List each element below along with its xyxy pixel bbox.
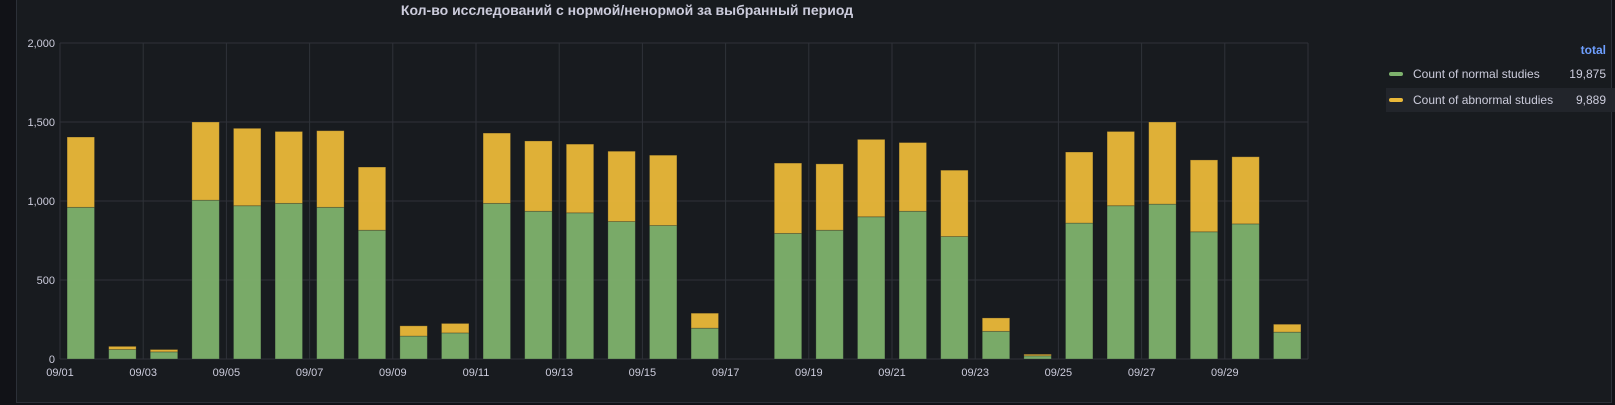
x-tick-label: 09/21 <box>878 367 906 379</box>
bar-normal-09-16[interactable] <box>690 327 719 360</box>
bar-abnormal-09-12[interactable] <box>524 140 553 212</box>
legend-label-normal: Count of normal studies <box>1413 67 1540 81</box>
x-tick-label: 09/05 <box>213 367 241 379</box>
legend-item-normal[interactable]: Count of normal studies 19,875 <box>1386 62 1615 86</box>
legend-total-normal: 19,875 <box>1569 67 1606 81</box>
bar-abnormal-09-11[interactable] <box>482 132 511 204</box>
bar-abnormal-09-22[interactable] <box>940 169 969 237</box>
x-tick-label: 09/27 <box>1128 367 1156 379</box>
x-tick-label: 09/09 <box>379 367 407 379</box>
bar-normal-09-06[interactable] <box>274 202 303 360</box>
y-tick-label: 1,000 <box>27 196 55 208</box>
bar-abnormal-09-28[interactable] <box>1189 159 1219 233</box>
bar-normal-09-05[interactable] <box>233 205 262 360</box>
bar-normal-09-30[interactable] <box>1273 331 1302 360</box>
bar-normal-09-25[interactable] <box>1065 222 1094 360</box>
stacked-bar-chart: 0 500 1,000 1,500 2,000 09/01 09/03 09/05 09/07… <box>27 38 1309 379</box>
legend-item-abnormal[interactable]: Count of abnormal studies 9,889 <box>1386 88 1615 112</box>
x-tick-label: 09/13 <box>545 367 573 379</box>
x-tick-label: 09/29 <box>1211 367 1239 379</box>
bar-normal-09-03[interactable] <box>149 351 179 360</box>
legend-swatch-normal <box>1389 72 1403 76</box>
bar-normal-09-18[interactable] <box>773 232 803 360</box>
bar-normal-09-20[interactable] <box>857 216 886 360</box>
bar-normal-09-10[interactable] <box>441 332 470 360</box>
x-tick-label: 09/25 <box>1045 367 1073 379</box>
bar-normal-09-27[interactable] <box>1148 203 1177 360</box>
legend-swatch-abnormal <box>1389 98 1403 102</box>
x-tick-label: 09/19 <box>795 367 823 379</box>
y-tick-label: 1,500 <box>27 117 55 129</box>
y-tick-label: 500 <box>37 275 55 287</box>
bar-normal-09-01[interactable] <box>66 206 95 360</box>
legend: total Count of normal studies 19,875 Cou… <box>1386 40 1615 112</box>
bar-abnormal-09-08[interactable] <box>357 166 387 231</box>
y-tick-label: 0 <box>49 354 55 366</box>
bar-abnormal-09-10[interactable] <box>441 323 470 334</box>
bar-normal-09-15[interactable] <box>649 225 678 360</box>
y-tick-label: 2,000 <box>27 38 55 50</box>
bar-abnormal-09-21[interactable] <box>898 142 927 212</box>
bar-normal-09-02[interactable] <box>108 349 137 360</box>
bar-normal-09-23[interactable] <box>981 330 1011 360</box>
legend-label-abnormal: Count of abnormal studies <box>1413 93 1554 107</box>
bar-abnormal-09-30[interactable] <box>1273 323 1302 333</box>
bar-normal-09-24[interactable] <box>1023 355 1052 360</box>
bar-abnormal-09-09[interactable] <box>399 325 428 337</box>
bar-abnormal-09-23[interactable] <box>981 317 1011 332</box>
bar-abnormal-09-01[interactable] <box>66 136 95 208</box>
bar-normal-09-07[interactable] <box>316 206 345 360</box>
bar-abnormal-09-15[interactable] <box>649 154 678 226</box>
bar-normal-09-14[interactable] <box>607 221 636 360</box>
legend-total-abnormal: 9,889 <box>1575 93 1606 107</box>
bar-normal-09-28[interactable] <box>1189 231 1219 360</box>
x-tick-label: 09/15 <box>629 367 657 379</box>
bar-normal-09-04[interactable] <box>191 199 220 360</box>
bar-abnormal-09-02[interactable] <box>108 345 137 350</box>
legend-total-header[interactable]: total <box>1580 43 1606 57</box>
bar-abnormal-09-19[interactable] <box>815 163 844 231</box>
bar-abnormal-09-06[interactable] <box>274 131 303 204</box>
bar-normal-09-26[interactable] <box>1106 205 1135 360</box>
bar-normal-09-22[interactable] <box>940 236 969 360</box>
bar-abnormal-09-18[interactable] <box>773 162 803 234</box>
bar-normal-09-29[interactable] <box>1231 223 1260 360</box>
bar-normal-09-11[interactable] <box>482 202 511 360</box>
bar-abnormal-09-25[interactable] <box>1065 151 1094 224</box>
bar-abnormal-09-24[interactable] <box>1023 353 1052 357</box>
x-tick-label: 09/07 <box>296 367 324 379</box>
bar-abnormal-09-27[interactable] <box>1148 121 1177 205</box>
bar-abnormal-09-14[interactable] <box>607 150 636 222</box>
x-tick-label: 09/23 <box>961 367 989 379</box>
bar-abnormal-09-04[interactable] <box>191 121 220 201</box>
x-tick-label: 09/17 <box>712 367 740 379</box>
bar-normal-09-09[interactable] <box>399 335 428 360</box>
x-tick-label: 09/01 <box>46 367 74 379</box>
bar-abnormal-09-03[interactable] <box>149 349 179 353</box>
bar-abnormal-09-07[interactable] <box>316 130 345 208</box>
bar-abnormal-09-05[interactable] <box>233 127 262 207</box>
bar-abnormal-09-26[interactable] <box>1106 131 1135 207</box>
x-tick-label: 09/11 <box>463 367 490 379</box>
bar-normal-09-08[interactable] <box>357 229 387 360</box>
bar-abnormal-09-20[interactable] <box>857 138 886 218</box>
bar-abnormal-09-13[interactable] <box>565 143 595 214</box>
x-tick-label: 09/03 <box>129 367 157 379</box>
bar-normal-09-19[interactable] <box>815 229 844 360</box>
bar-normal-09-12[interactable] <box>524 210 553 360</box>
bar-normal-09-13[interactable] <box>565 212 595 360</box>
bar-normal-09-21[interactable] <box>898 210 927 360</box>
bar-abnormal-09-29[interactable] <box>1231 156 1260 225</box>
bar-abnormal-09-16[interactable] <box>690 312 719 329</box>
panel-title: Кол-во исследований с нормой/ненормой за… <box>400 2 854 18</box>
chart-panel: Кол-во исследований с нормой/ненормой за… <box>16 0 1615 403</box>
